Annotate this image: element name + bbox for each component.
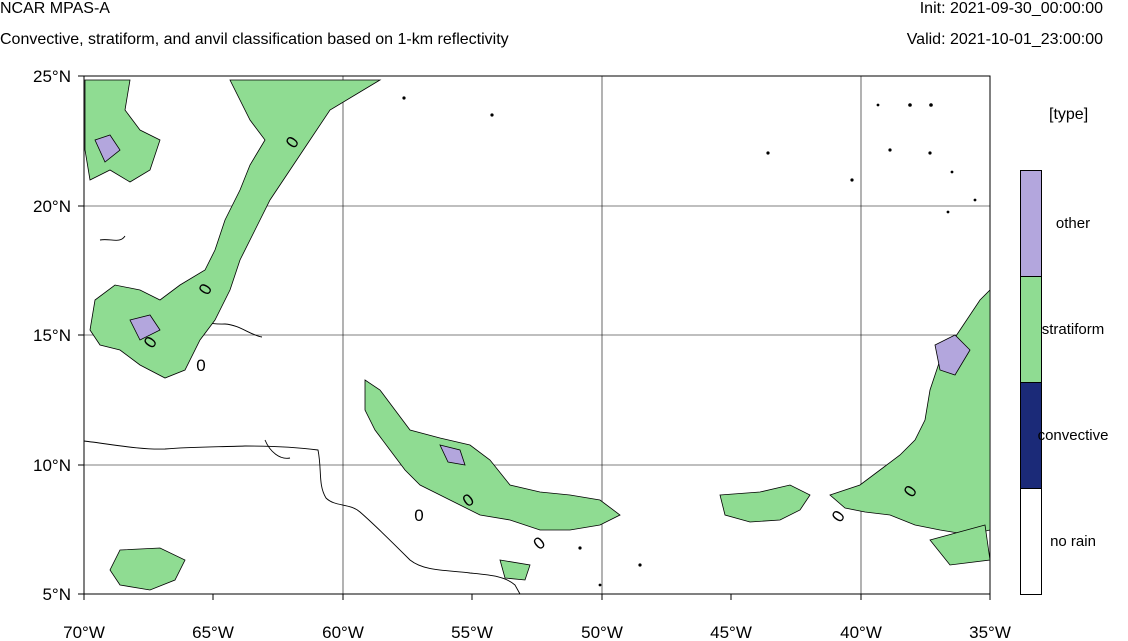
- precip-region: [719, 484, 811, 523]
- legend-label-convective: convective: [1037, 427, 1109, 444]
- precip-cell: [490, 113, 494, 117]
- lat-tick-label: 10°N: [33, 456, 71, 475]
- lon-tick-label: 70°W: [63, 623, 105, 641]
- precip-regions: [84, 79, 991, 591]
- legend-label-other: other: [1055, 215, 1091, 232]
- legend-title: [type]: [1049, 106, 1089, 123]
- precip-cell: [929, 103, 933, 107]
- precip-cell: [638, 563, 642, 567]
- precip-cell: [402, 96, 406, 100]
- lon-tick-label: 40°W: [840, 623, 882, 641]
- coastline-south-america: [83, 440, 521, 595]
- precip-cell: [950, 170, 954, 174]
- precip-region: [129, 314, 161, 341]
- lat-tick-label: 5°N: [42, 585, 71, 604]
- chart-title: NCAR MPAS-A: [0, 0, 110, 17]
- precip-region: [499, 559, 531, 581]
- lon-tick-label: 35°W: [969, 623, 1011, 641]
- precip-cell: [876, 103, 880, 107]
- precip-region: [94, 134, 121, 163]
- lon-tick-label: 65°W: [192, 623, 234, 641]
- lat-tick-label: 15°N: [33, 326, 71, 345]
- precip-cell: [598, 583, 602, 587]
- contour-label: 0: [196, 356, 205, 375]
- precip-cell: [578, 546, 582, 550]
- scattered-cells: [402, 96, 977, 587]
- precip-cell: [850, 178, 854, 182]
- precip-region: [934, 334, 971, 376]
- precip-cell: [946, 210, 950, 214]
- legend-swatch-no-rain: [1020, 488, 1042, 595]
- lon-tick-label: 60°W: [322, 623, 364, 641]
- precip-cell: [888, 148, 892, 152]
- tick-marks: [78, 75, 991, 600]
- legend-label-stratiform: stratiform: [1041, 321, 1105, 338]
- lon-tick-label: 45°W: [710, 623, 752, 641]
- lon-tick-label: 50°W: [581, 623, 623, 641]
- precip-region: [89, 79, 382, 379]
- precip-region: [109, 547, 186, 591]
- precip-cell: [928, 151, 932, 155]
- precip-cell: [908, 103, 912, 107]
- contour-label: 0: [414, 506, 423, 525]
- lon-tick-labels: 70°W 65°W 60°W 55°W 50°W 45°W 40°W 35°W: [63, 623, 1011, 641]
- lat-tick-label: 25°N: [33, 67, 71, 86]
- legend-label-no-rain: no rain: [1050, 533, 1096, 550]
- lat-tick-label: 20°N: [33, 197, 71, 216]
- chart-subtitle: Convective, stratiform, and anvil classi…: [0, 31, 509, 48]
- lon-tick-label: 55°W: [451, 623, 493, 641]
- precip-cell: [973, 198, 977, 202]
- precip-region: [929, 524, 991, 566]
- precip-region: [364, 379, 621, 531]
- precip-region: [439, 444, 466, 466]
- init-time: Init: 2021-09-30_00:00:00: [919, 0, 1103, 17]
- valid-time: Valid: 2021-10-01_23:00:00: [906, 31, 1103, 48]
- coastline-gulf-paria: [264, 439, 291, 459]
- lat-tick-labels: 25°N 20°N 15°N 10°N 5°N: [33, 67, 71, 604]
- precip-cell: [766, 151, 770, 155]
